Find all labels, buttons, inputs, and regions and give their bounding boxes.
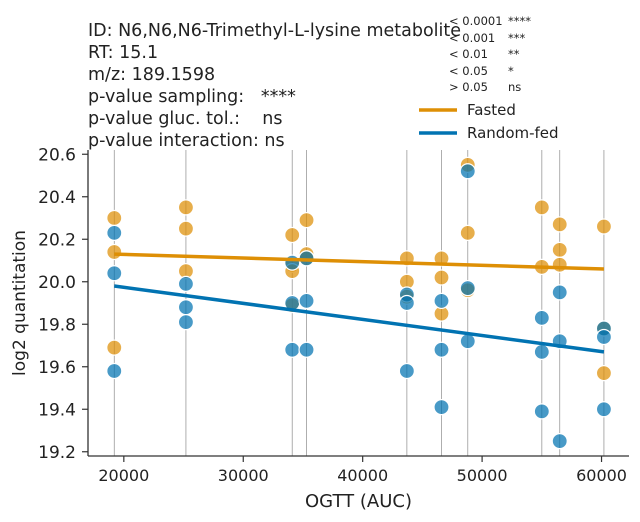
fasted-data-point — [284, 226, 301, 244]
y-axis-label: log2 quantitation — [10, 230, 30, 376]
pvalue-threshold: < 0.001 — [449, 31, 495, 45]
x-axis-label: OGTT (AUC) — [305, 491, 412, 512]
fasted-data-point — [106, 339, 123, 356]
random-fed-data-point — [106, 362, 123, 380]
random-fed-data-point — [533, 403, 550, 420]
fasted-data-point — [106, 243, 123, 261]
random-fed-regression-line — [114, 284, 605, 354]
fasted-data-point — [533, 199, 550, 216]
y-tick-label: 19.8 — [38, 315, 76, 335]
fasted-data-point — [459, 224, 476, 241]
x-axis-ticks: 20000 30000 40000 50000 60000 — [98, 456, 627, 485]
y-tick-label: 20.0 — [38, 273, 76, 293]
random-fed-data-point — [177, 275, 195, 292]
random-fed-data-point — [298, 341, 315, 358]
random-fed-data-point — [595, 328, 613, 346]
random-fed-data-point — [551, 284, 568, 301]
y-tick-label: 19.2 — [38, 443, 76, 463]
random-fed-data-point — [298, 292, 315, 309]
pvalue-threshold: < 0.05 — [449, 64, 488, 78]
y-tick-label: 20.2 — [38, 230, 76, 250]
legend-label-fasted: Fasted — [467, 101, 516, 119]
info-pvalue-sampling: p-value sampling: **** — [88, 87, 296, 107]
info-pvalue-interaction: p-value interaction: ns — [88, 131, 285, 151]
random-fed-data-point — [284, 254, 301, 271]
series-legend: Fasted Random-fed — [419, 101, 559, 142]
random-fed-data-point — [106, 224, 123, 241]
pvalue-threshold: > 0.05 — [449, 80, 488, 94]
fasted-data-point — [551, 256, 568, 273]
x-tick-label: 40000 — [337, 466, 388, 485]
random-fed-data-point — [433, 399, 450, 416]
fasted-data-point — [177, 199, 195, 216]
fasted-data-point — [433, 269, 450, 286]
pvalue-stars: * — [508, 64, 514, 78]
x-tick-label: 30000 — [218, 466, 269, 485]
fasted-data-point — [106, 209, 123, 227]
info-pvalue-glucose-tolerance: p-value gluc. tol.: ns — [88, 109, 282, 129]
pvalue-stars: **** — [508, 14, 531, 28]
random-fed-data-point — [551, 433, 568, 450]
x-tick-label: 20000 — [98, 466, 149, 485]
info-block: ID: N6,N6,N6-Trimethyl-L-lysine metaboli… — [88, 21, 461, 151]
legend-label-random-fed: Random-fed — [467, 124, 559, 142]
regression-lines — [114, 252, 605, 354]
random-fed-data-point — [398, 294, 415, 312]
y-axis-ticks: 19.2 19.4 19.6 19.8 20.0 20.2 20.4 20.6 — [38, 145, 88, 463]
pvalue-stars: ns — [508, 80, 521, 94]
y-tick-label: 19.4 — [38, 400, 76, 420]
random-fed-data-point — [177, 314, 195, 331]
fasted-data-point — [551, 216, 568, 233]
fasted-data-point — [595, 365, 613, 382]
x-tick-label: 50000 — [457, 466, 508, 485]
pvalue-threshold: < 0.0001 — [449, 14, 503, 28]
random-fed-data-point — [433, 292, 450, 309]
data-points — [106, 156, 613, 450]
random-fed-data-point — [533, 309, 550, 326]
fasted-regression-line — [114, 252, 604, 271]
random-fed-data-point — [177, 299, 195, 316]
random-fed-data-point — [106, 265, 123, 282]
x-tick-label: 60000 — [576, 466, 627, 485]
random-fed-data-point — [398, 362, 415, 380]
random-fed-data-point — [459, 280, 476, 297]
random-fed-data-point — [433, 341, 450, 358]
fasted-data-point — [551, 241, 568, 258]
info-id: ID: N6,N6,N6-Trimethyl-L-lysine metaboli… — [88, 21, 461, 41]
fasted-data-point — [433, 250, 450, 267]
random-fed-data-point — [595, 401, 613, 418]
info-mz: m/z: 189.1598 — [88, 65, 215, 85]
y-tick-label: 19.6 — [38, 358, 76, 378]
pvalue-threshold: < 0.01 — [449, 47, 488, 61]
random-fed-data-point — [459, 163, 476, 180]
random-fed-data-point — [284, 341, 301, 358]
pvalue-stars: ** — [508, 47, 520, 61]
fasted-data-point — [595, 218, 613, 235]
axes — [87, 150, 629, 457]
pvalue-legend: < 0.0001 **** < 0.001 *** < 0.01 ** < 0.… — [449, 14, 531, 94]
fasted-data-point — [177, 220, 195, 237]
pvalue-stars: *** — [508, 31, 526, 45]
random-fed-data-point — [533, 343, 550, 360]
y-tick-label: 20.6 — [38, 145, 76, 165]
fasted-data-point — [298, 212, 315, 229]
info-rt: RT: 15.1 — [88, 43, 158, 63]
y-tick-label: 20.4 — [38, 188, 76, 208]
